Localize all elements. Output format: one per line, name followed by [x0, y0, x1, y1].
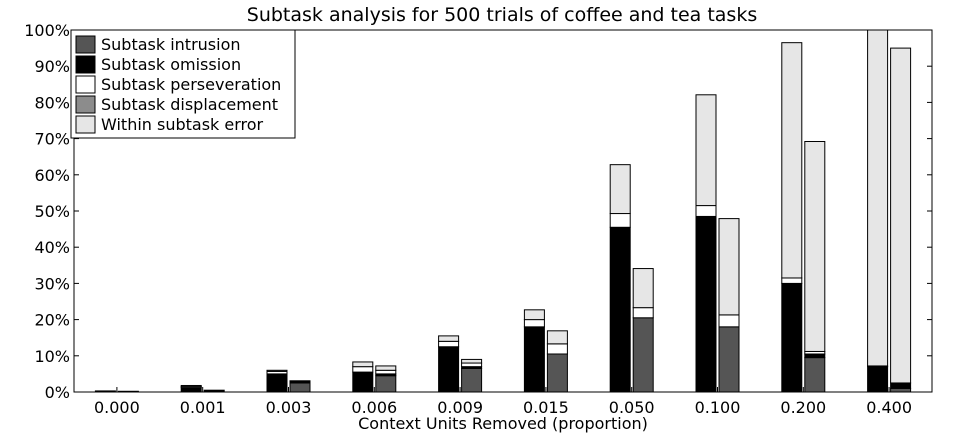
x-tick-label: 0.100	[695, 398, 741, 417]
bar-segment-subtask-intrusion	[375, 375, 397, 393]
bar-segment-subtask-perseveration	[609, 213, 631, 228]
bar-segment-subtask-perseveration	[438, 340, 460, 348]
x-tick-label: 0.400	[866, 398, 912, 417]
chart-title: Subtask analysis for 500 trials of coffe…	[247, 4, 757, 26]
bar-segment-subtask-omission	[352, 371, 374, 393]
bar-segment-subtask-omission	[438, 346, 460, 393]
legend-swatch	[75, 95, 96, 114]
bar-segment-subtask-intrusion	[804, 357, 826, 393]
x-tick-label: 0.000	[94, 398, 140, 417]
bar-segment-within-subtask-error	[781, 42, 803, 279]
bar-segment-subtask-intrusion	[289, 382, 311, 393]
bar-segment-subtask-intrusion	[890, 387, 912, 393]
bar-segment-subtask-perseveration	[375, 369, 397, 375]
y-tick-label: 100%	[24, 21, 70, 40]
y-tick-label: 70%	[34, 130, 70, 149]
legend-label: Within subtask error	[101, 115, 264, 134]
bar-segment-subtask-intrusion	[718, 326, 740, 393]
bar-segment-within-subtask-error	[890, 47, 912, 384]
bar-segment-within-subtask-error	[352, 361, 374, 368]
bar-segment-subtask-omission	[180, 387, 202, 393]
x-tick-label: 0.009	[437, 398, 483, 417]
y-tick-label: 20%	[34, 311, 70, 330]
bar-segment-within-subtask-error	[609, 164, 631, 215]
bar-segment-within-subtask-error	[632, 268, 654, 309]
bar-segment-subtask-omission	[781, 282, 803, 393]
y-tick-label: 30%	[34, 274, 70, 293]
bar-segment-subtask-perseveration	[523, 319, 545, 328]
legend-label: Subtask displacement	[101, 95, 278, 114]
y-tick-label: 40%	[34, 238, 70, 257]
bar-segment-subtask-omission	[804, 353, 826, 359]
x-tick-label: 0.015	[523, 398, 569, 417]
bar-segment-subtask-perseveration	[289, 380, 311, 382]
bar-segment-subtask-omission	[266, 373, 288, 393]
y-tick-label: 90%	[34, 57, 70, 76]
legend-label: Subtask intrusion	[101, 35, 241, 54]
bar-segment-subtask-intrusion	[461, 367, 483, 393]
legend-swatch	[75, 55, 96, 74]
bar-segment-subtask-omission	[609, 226, 631, 393]
legend-label: Subtask perseveration	[101, 75, 281, 94]
bar-segment-subtask-perseveration	[461, 362, 483, 368]
bar-segment-within-subtask-error	[375, 365, 397, 371]
bar-segment-subtask-perseveration	[718, 314, 740, 328]
bar-segment-within-subtask-error	[695, 94, 717, 207]
bar-segment-subtask-perseveration	[546, 343, 568, 355]
x-axis: 0.000 0.001 0.003 0.006 0.009 0.015 0.050 0.100…	[94, 387, 912, 417]
y-tick-label: 60%	[34, 166, 70, 185]
bar-segment-within-subtask-error	[438, 335, 460, 342]
legend-swatch	[75, 75, 96, 94]
y-tick-label: 0%	[45, 383, 70, 402]
bar-segment-subtask-omission	[695, 215, 717, 393]
bar-segment-subtask-perseveration	[352, 366, 374, 373]
bar-segment-within-subtask-error	[867, 29, 889, 367]
x-tick-label: 0.200	[780, 398, 826, 417]
bar-segment-subtask-perseveration	[695, 205, 717, 217]
bar-segment-subtask-perseveration	[632, 307, 654, 319]
bar-segment-within-subtask-error	[180, 384, 202, 388]
legend-box	[70, 29, 296, 139]
bar-segment-subtask-omission	[523, 326, 545, 393]
bar-segment-within-subtask-error	[523, 309, 545, 321]
bar-segment-subtask-omission	[867, 366, 889, 393]
x-tick-label: 0.001	[180, 398, 226, 417]
bar-segment-subtask-intrusion	[632, 317, 654, 393]
bar-segment-within-subtask-error	[804, 140, 826, 352]
bar-segment-within-subtask-error	[461, 358, 483, 364]
legend-swatch	[75, 35, 96, 54]
y-axis: 0% 10% 20% 30% 40% 50% 60% 70% 80% 90% 100%	[24, 21, 932, 402]
bars-group	[94, 29, 912, 393]
x-tick-label: 0.006	[351, 398, 397, 417]
bar-segment-within-subtask-error	[718, 218, 740, 316]
legend-label: Subtask omission	[101, 55, 241, 74]
y-tick-label: 10%	[34, 347, 70, 366]
legend-swatch	[75, 115, 96, 134]
bar-segment-subtask-perseveration	[781, 277, 803, 284]
x-axis-label: Context Units Removed (proportion)	[358, 414, 648, 433]
bar-segment-subtask-omission	[890, 382, 912, 389]
y-tick-label: 80%	[34, 93, 70, 112]
x-tick-label: 0.003	[266, 398, 312, 417]
y-tick-label: 50%	[34, 202, 70, 221]
bar-segment-within-subtask-error	[266, 369, 288, 372]
bar-segment-within-subtask-error	[546, 330, 568, 345]
x-tick-label: 0.050	[609, 398, 655, 417]
bar-segment-subtask-intrusion	[546, 353, 568, 393]
